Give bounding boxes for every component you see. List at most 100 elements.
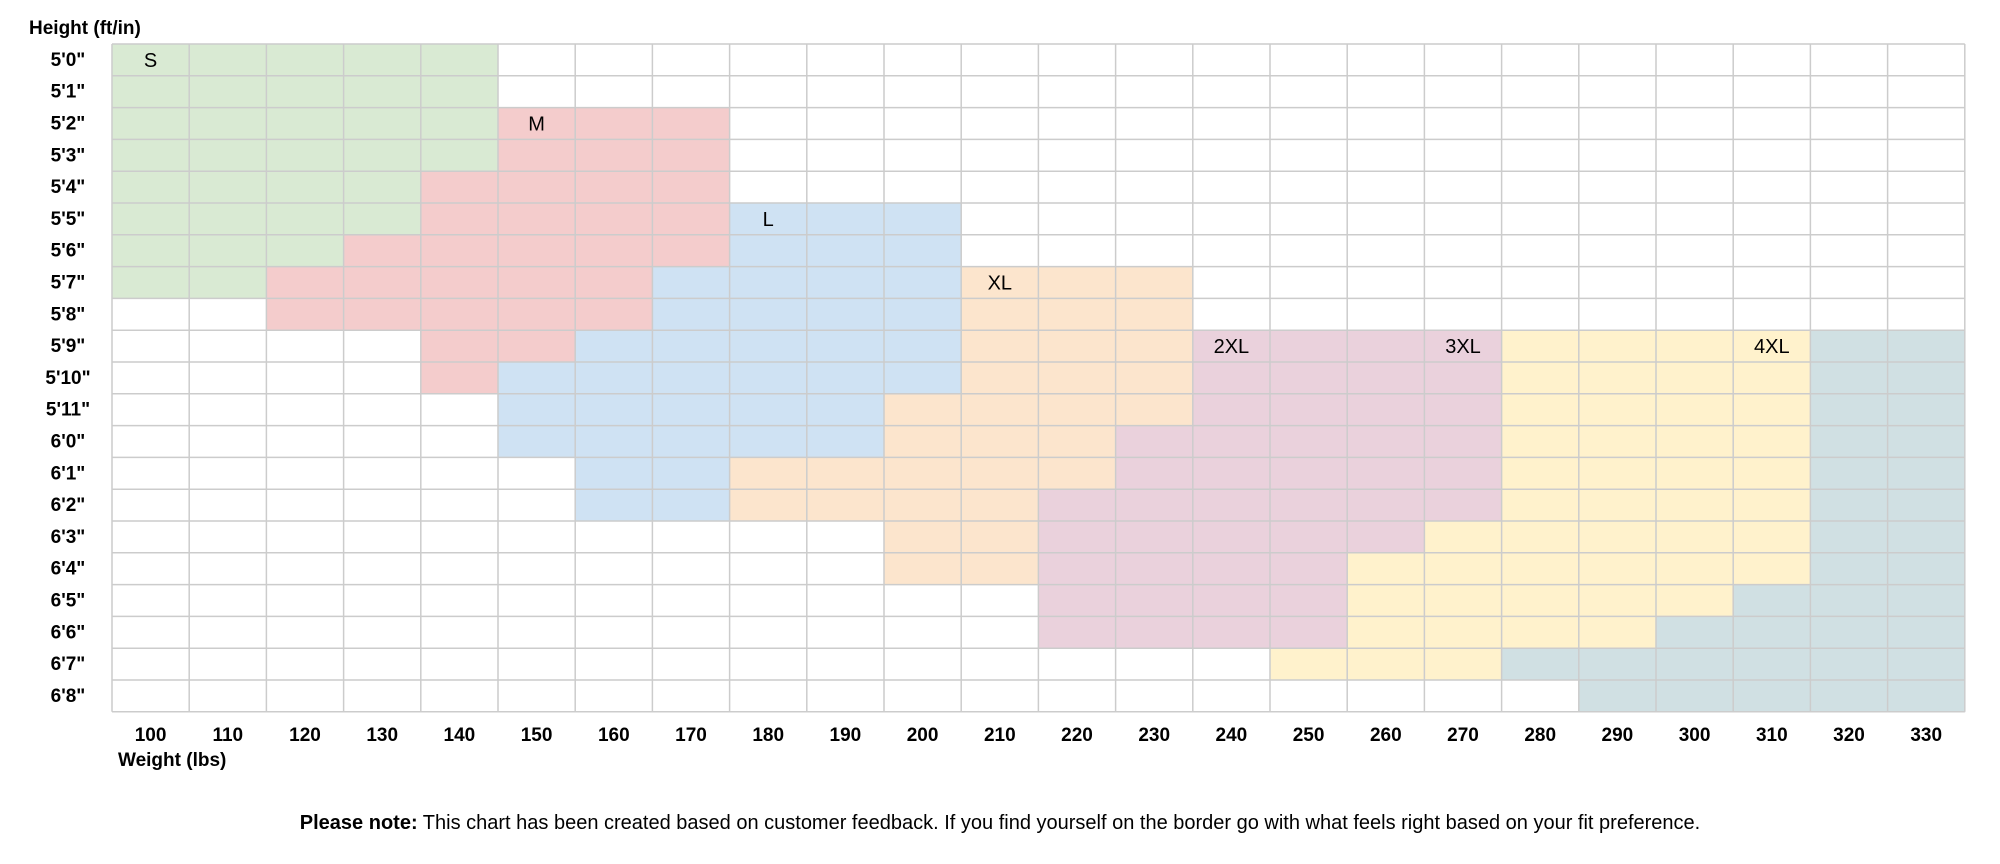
cell-l [729,266,808,299]
cell-2xl [1038,489,1117,522]
cell-2xl [1270,552,1348,586]
size-label-l: L [763,209,774,231]
cell-3xl [1501,393,1580,427]
cell-2xl [1115,489,1194,522]
cell-xl [729,489,808,522]
height-tick-label: 6'0" [51,432,86,453]
cell-4xl [1887,648,1966,681]
cell-2xl [1347,521,1425,554]
cell-l [575,457,653,490]
cell-4xl [1810,362,1889,395]
cell-2xl [1347,457,1425,490]
cell-2xl [1270,584,1348,617]
cell-l [575,489,653,522]
cell-xl [1038,425,1117,458]
cell-xl [961,457,1039,490]
cell-2xl [1270,616,1348,649]
height-tick-label: 5'8" [51,304,86,325]
weight-tick-labels: 100 110 120 130 140 150 160 170 180 190 200 210 220 2… [135,725,1942,746]
cell-s [420,139,499,172]
cell-2xl [1192,584,1271,617]
cell-2xl [1192,552,1271,586]
cell-4xl [1733,616,1811,649]
cell-3xl [1501,330,1580,363]
cell-s [189,75,267,109]
cell-m [420,330,499,363]
grid-lines [111,43,1966,713]
cell-3xl [1424,616,1503,649]
cell-l [575,393,653,427]
cell-3xl [1656,584,1734,617]
cell-3xl [1733,457,1811,490]
cell-4xl [1810,552,1889,586]
cell-3xl [1424,552,1503,586]
cell-l [884,234,962,268]
cell-l [729,393,808,427]
cell-l [498,362,576,395]
cell-2xl [1038,521,1117,554]
height-tick-label: 5'10" [45,368,90,389]
cell-3xl [1656,393,1734,427]
cell-l [806,393,885,427]
cell-m [652,107,731,140]
cell-s [189,44,267,77]
cell-4xl [1887,330,1966,363]
cell-4xl [1733,584,1811,617]
cell-3xl [1501,616,1580,649]
cell-4xl [1578,680,1657,713]
cell-3xl [1501,552,1580,586]
cell-2xl [1115,521,1194,554]
cell-m [420,203,499,236]
cell-3xl [1733,330,1811,363]
weight-tick-label: 150 [521,725,553,746]
cell-3xl [1501,489,1580,522]
cell-3xl [1578,393,1657,427]
weight-tick-label: 300 [1679,725,1711,746]
cell-m [498,298,576,331]
cell-m [575,234,653,268]
cell-2xl [1347,393,1425,427]
cell-s [189,171,267,204]
cell-2xl [1424,393,1503,427]
height-tick-label: 6'3" [51,527,86,548]
cell-2xl [1347,330,1425,363]
cell-3xl [1656,330,1734,363]
cell-3xl [1347,552,1425,586]
cell-m [343,266,422,299]
cell-s [112,44,190,77]
cell-2xl [1270,521,1348,554]
cell-l [575,425,653,458]
cell-s [266,234,345,268]
cell-4xl [1810,521,1889,554]
cell-l [652,266,731,299]
weight-tick-label: 210 [984,725,1016,746]
weight-tick-label: 260 [1370,725,1402,746]
cell-2xl [1270,425,1348,458]
cell-m [420,362,499,395]
weight-tick-label: 100 [135,725,167,746]
cell-l [729,203,808,236]
cell-l [884,362,962,395]
height-tick-label: 5'11" [46,400,90,421]
cell-s [343,139,422,172]
cell-2xl [1270,489,1348,522]
cell-4xl [1501,648,1580,681]
weight-tick-label: 250 [1293,725,1325,746]
x-axis-title: Weight (lbs) [118,750,227,771]
cell-2xl [1038,584,1117,617]
cell-4xl [1810,648,1889,681]
cell-s [266,107,345,140]
cell-3xl [1424,648,1503,681]
cell-3xl [1578,584,1657,617]
cell-3xl [1578,552,1657,586]
cell-3xl [1501,425,1580,458]
size-label-s: S [144,50,157,72]
cell-4xl [1810,680,1889,713]
cell-3xl [1656,425,1734,458]
cell-xl [884,425,962,458]
cell-2xl [1424,489,1503,522]
weight-tick-label: 170 [675,725,707,746]
cell-s [112,266,190,299]
cell-m [420,298,499,331]
cell-l [729,362,808,395]
